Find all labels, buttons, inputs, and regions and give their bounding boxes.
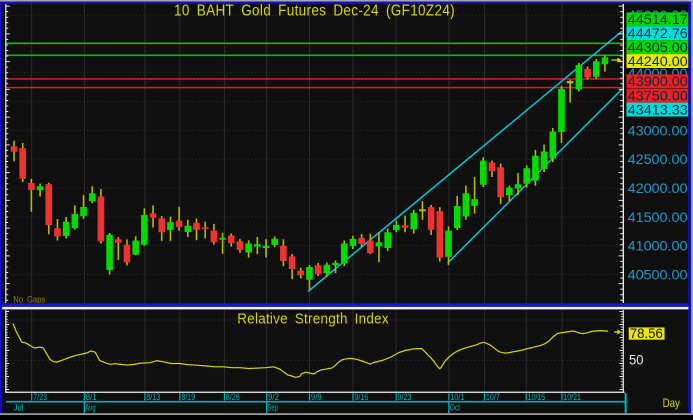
svg-text:42500.00: 42500.00 <box>628 152 688 167</box>
svg-text:10/15: 10/15 <box>528 392 546 402</box>
svg-text:Relative Strength Index: Relative Strength Index <box>237 311 389 328</box>
svg-text:42000.00: 42000.00 <box>628 181 688 196</box>
svg-text:78.56: 78.56 <box>630 326 663 341</box>
svg-text:8/13: 8/13 <box>146 392 160 402</box>
svg-text:8/1: 8/1 <box>86 392 97 402</box>
svg-text:8/26: 8/26 <box>226 392 240 402</box>
svg-text:40500.00: 40500.00 <box>628 267 688 282</box>
svg-text:9/9: 9/9 <box>311 392 322 402</box>
svg-text:41000.00: 41000.00 <box>628 239 688 254</box>
svg-text:9/23: 9/23 <box>398 392 412 402</box>
svg-text:Aug: Aug <box>85 402 95 412</box>
svg-text:10/1: 10/1 <box>450 392 464 402</box>
svg-text:Day: Day <box>663 396 681 410</box>
svg-text:43750.00: 43750.00 <box>628 88 688 103</box>
svg-text:Oct: Oct <box>450 402 461 412</box>
svg-text:43413.33: 43413.33 <box>628 102 688 117</box>
svg-text:Sep: Sep <box>268 402 278 412</box>
svg-text:44240.00: 44240.00 <box>628 54 688 69</box>
svg-text:10/7: 10/7 <box>486 392 500 402</box>
svg-text:No Gaps: No Gaps <box>13 294 46 304</box>
svg-text:9/16: 9/16 <box>354 392 368 402</box>
svg-text:44472.76: 44472.76 <box>628 26 688 41</box>
svg-text:7/23: 7/23 <box>33 392 47 402</box>
svg-text:44305.00: 44305.00 <box>628 40 688 55</box>
svg-text:50: 50 <box>629 353 644 368</box>
svg-text:8/19: 8/19 <box>181 392 195 402</box>
svg-text:9/2: 9/2 <box>268 392 279 402</box>
svg-text:Jul: Jul <box>14 402 24 412</box>
svg-text:43000.00: 43000.00 <box>628 123 688 138</box>
svg-text:41500.00: 41500.00 <box>628 210 688 225</box>
svg-text:10 BAHT Gold Futures Dec-24 (G: 10 BAHT Gold Futures Dec-24 (GF10Z24) <box>174 2 455 19</box>
svg-text:43900.00: 43900.00 <box>628 74 688 89</box>
svg-text:10/21: 10/21 <box>563 392 581 402</box>
svg-text:44514.17: 44514.17 <box>628 12 688 27</box>
